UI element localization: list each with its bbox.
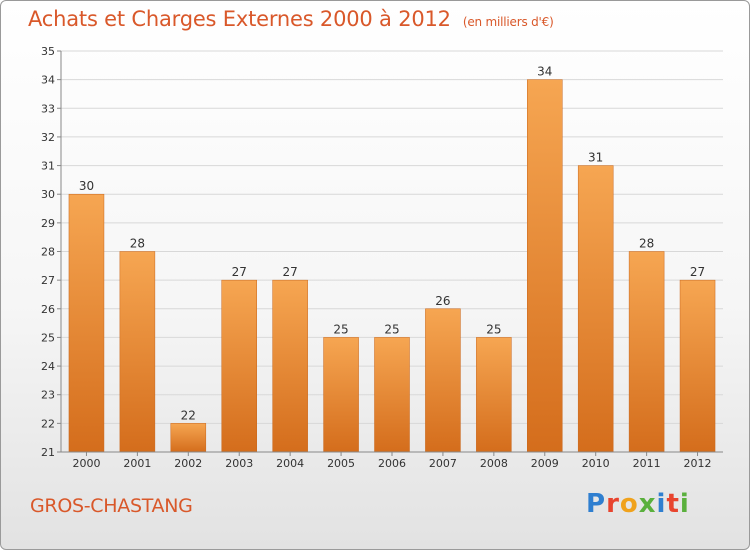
y-tick-label: 22 — [41, 417, 55, 430]
bar-2007 — [425, 308, 461, 453]
axes — [57, 50, 723, 456]
y-tick-label: 25 — [41, 331, 55, 344]
bar-value-label: 22 — [181, 408, 196, 422]
bar-value-label: 25 — [384, 322, 399, 336]
bars — [68, 79, 716, 453]
bar-2004 — [272, 279, 308, 453]
x-tick-label: 2005 — [327, 457, 355, 470]
bar-value-label: 28 — [639, 237, 654, 251]
y-tick-label: 32 — [41, 131, 55, 144]
y-tick-label: 23 — [41, 389, 55, 402]
y-tick-label: 31 — [41, 160, 55, 173]
brand-letter: t — [666, 489, 680, 519]
bar-value-label: 27 — [283, 265, 298, 279]
brand-letter: i — [679, 489, 690, 519]
chart-unit: (en milliers d'€) — [462, 15, 554, 29]
brand-letter: P — [586, 489, 607, 519]
x-tick-label: 2012 — [684, 457, 712, 470]
y-tick-label: 35 — [41, 45, 55, 58]
y-tick-label: 34 — [41, 74, 55, 87]
y-tick-label: 29 — [41, 217, 55, 230]
commune-name: GROS-CHASTANG — [30, 495, 193, 517]
brand-letter: r — [606, 489, 620, 519]
brand-letter: i — [656, 489, 667, 519]
x-tick-label: 2006 — [378, 457, 406, 470]
y-tick-label: 33 — [41, 102, 55, 115]
bar-value-label: 25 — [333, 322, 348, 336]
x-tick-label: 2001 — [123, 457, 151, 470]
x-tick-label: 2003 — [225, 457, 253, 470]
x-tick-label: 2009 — [531, 457, 559, 470]
bar-2008 — [476, 337, 512, 453]
y-tick-label: 27 — [41, 274, 55, 287]
x-tick-label: 2011 — [633, 457, 661, 470]
x-tick-label: 2008 — [480, 457, 508, 470]
labels: 21 22 23 24 25 26 27 28 29 30 31 32 33 34 35 30 2000 28 20… — [41, 45, 712, 470]
brand-letter: o — [619, 489, 639, 519]
bar-2002 — [170, 423, 207, 453]
bar-2009 — [527, 79, 563, 453]
bar-2006 — [374, 337, 410, 453]
bar-value-label: 27 — [690, 265, 705, 279]
brand-letter: x — [638, 489, 657, 519]
y-tick-label: 28 — [41, 246, 55, 259]
x-tick-label: 2007 — [429, 457, 457, 470]
bar-2001 — [119, 251, 156, 453]
bar-value-label: 27 — [232, 265, 247, 279]
x-tick-label: 2002 — [174, 457, 202, 470]
y-tick-label: 24 — [41, 360, 55, 373]
y-tick-label: 21 — [41, 446, 55, 459]
bar-value-label: 28 — [130, 237, 145, 251]
bar-2005 — [323, 337, 359, 453]
bar-value-label: 34 — [537, 65, 552, 79]
x-tick-label: 2000 — [72, 457, 100, 470]
bar-2003 — [221, 279, 257, 453]
bar-2011 — [628, 251, 665, 453]
chart-title-text: Achats et Charges Externes 2000 à 2012 — [28, 7, 451, 31]
bar-value-label: 30 — [79, 179, 94, 193]
x-tick-label: 2004 — [276, 457, 304, 470]
x-tick-label: 2010 — [582, 457, 610, 470]
proxiti-logo: Proxiti — [586, 489, 690, 519]
bar-value-label: 31 — [588, 151, 603, 165]
chart-title: Achats et Charges Externes 2000 à 2012 (e… — [28, 7, 554, 31]
bar-2010 — [577, 165, 614, 453]
bar-value-label: 26 — [435, 294, 450, 308]
y-tick-label: 30 — [41, 188, 55, 201]
bar-2000 — [68, 193, 105, 453]
bar-value-label: 25 — [486, 322, 501, 336]
y-tick-label: 26 — [41, 303, 55, 316]
bar-2012 — [679, 279, 716, 453]
